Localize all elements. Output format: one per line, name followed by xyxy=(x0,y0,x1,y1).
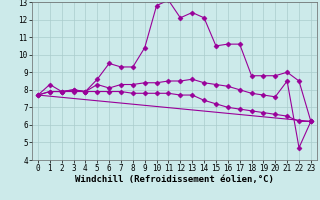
X-axis label: Windchill (Refroidissement éolien,°C): Windchill (Refroidissement éolien,°C) xyxy=(75,175,274,184)
